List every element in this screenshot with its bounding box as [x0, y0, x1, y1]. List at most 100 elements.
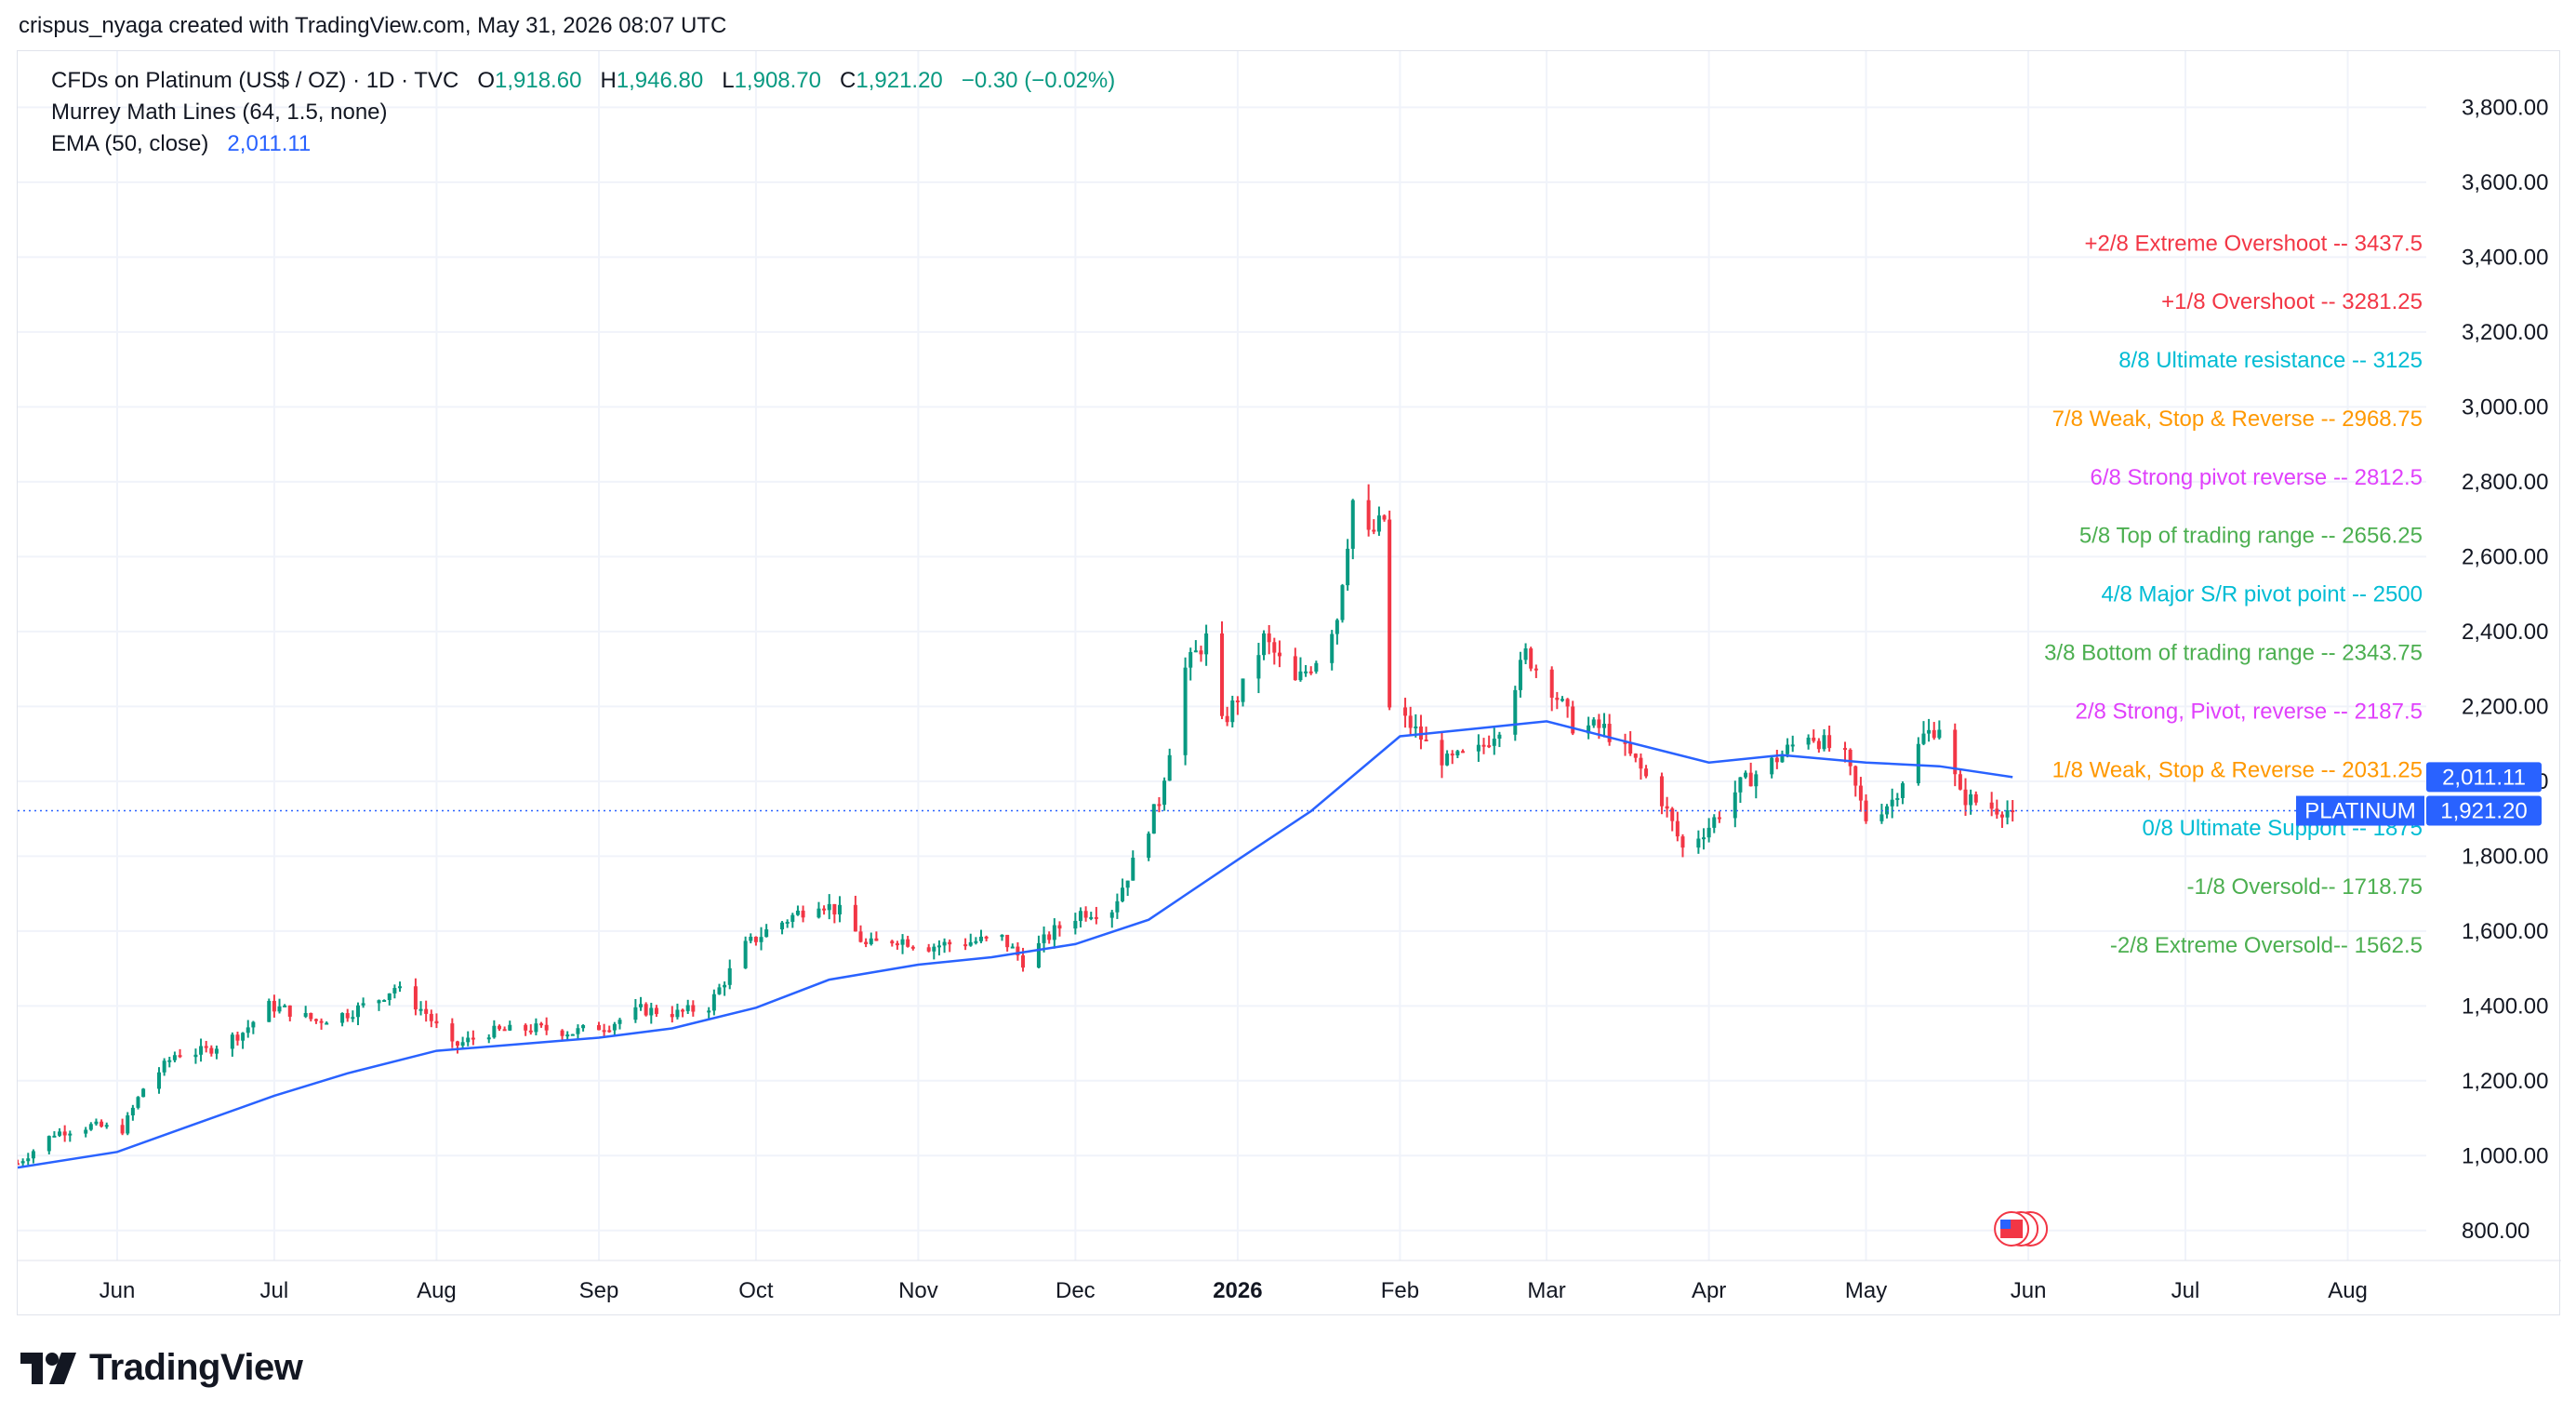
candle-body[interactable] [565, 1034, 570, 1037]
candle-body[interactable] [157, 1072, 162, 1089]
candle-body[interactable] [460, 1042, 465, 1047]
candle-body[interactable] [869, 938, 873, 944]
candle-body[interactable] [1382, 515, 1387, 520]
candle-body[interactable] [1157, 804, 1162, 807]
candle-body[interactable] [1958, 774, 1962, 790]
candle-body[interactable] [1052, 925, 1056, 940]
candle-body[interactable] [617, 1020, 622, 1024]
candle-body[interactable] [1858, 785, 1863, 801]
candle-body[interactable] [62, 1131, 67, 1136]
candle-body[interactable] [1523, 648, 1528, 660]
candle-body[interactable] [1293, 656, 1297, 681]
candle-body[interactable] [1262, 633, 1267, 656]
candle-body[interactable] [1900, 782, 1905, 798]
candle-body[interactable] [1744, 772, 1748, 778]
candle-body[interactable] [1529, 648, 1534, 669]
candle-body[interactable] [230, 1034, 234, 1049]
candle-body[interactable] [68, 1133, 73, 1136]
candle-body[interactable] [534, 1023, 538, 1033]
candle-body[interactable] [351, 1017, 355, 1020]
candle-body[interactable] [1147, 834, 1151, 859]
candle-body[interactable] [1518, 660, 1522, 690]
candle-body[interactable] [340, 1013, 345, 1023]
candle-body[interactable] [199, 1046, 204, 1055]
candle-body[interactable] [801, 910, 805, 918]
candle-body[interactable] [1042, 934, 1046, 943]
candle-body[interactable] [1083, 911, 1088, 918]
candle-body[interactable] [853, 904, 857, 932]
candle-body[interactable] [681, 1009, 685, 1012]
candle-body[interactable] [607, 1030, 612, 1033]
candle-body[interactable] [1549, 669, 1554, 699]
candle-body[interactable] [136, 1097, 140, 1108]
candle-body[interactable] [785, 921, 790, 924]
candle-body[interactable] [1308, 671, 1313, 673]
candle-body[interactable] [303, 1013, 308, 1017]
ema-line[interactable] [18, 720, 2013, 1169]
candle-body[interactable] [466, 1037, 471, 1043]
candle-body[interactable] [1350, 500, 1355, 549]
candle-body[interactable] [1298, 671, 1303, 681]
candle-body[interactable] [685, 1005, 690, 1011]
candle-body[interactable] [764, 929, 769, 938]
candle-body[interactable] [1078, 911, 1082, 921]
candle-body[interactable] [576, 1028, 580, 1034]
candle-body[interactable] [1131, 858, 1135, 881]
candle-body[interactable] [502, 1029, 507, 1032]
candle-body[interactable] [1774, 757, 1779, 763]
candle-body[interactable] [1696, 838, 1701, 848]
candle-body[interactable] [1366, 500, 1371, 530]
candle-body[interactable] [498, 1025, 501, 1030]
candle-body[interactable] [974, 940, 978, 943]
candle-body[interactable] [1497, 734, 1502, 740]
candle-body[interactable] [1089, 916, 1094, 919]
candle-body[interactable] [1372, 529, 1376, 532]
candle-body[interactable] [1334, 620, 1339, 634]
murrey-legend-row[interactable]: Murrey Math Lines (64, 1.5, none) [51, 100, 388, 126]
candle-body[interactable] [691, 1005, 696, 1012]
candle-body[interactable] [1738, 777, 1743, 793]
candle-body[interactable] [471, 1037, 475, 1040]
candle-body[interactable] [979, 936, 983, 941]
candle-body[interactable] [524, 1024, 528, 1031]
candle-body[interactable] [1450, 754, 1454, 756]
candle-body[interactable] [345, 1013, 350, 1019]
candle-body[interactable] [1973, 794, 1978, 803]
candle-body[interactable] [1267, 633, 1271, 643]
candle-body[interactable] [1853, 766, 1858, 786]
candle-body[interactable] [1822, 735, 1826, 750]
candle-body[interactable] [711, 994, 716, 1011]
candle-body[interactable] [1121, 887, 1125, 901]
candle-body[interactable] [1109, 912, 1114, 918]
candle-body[interactable] [267, 1000, 272, 1022]
candle-body[interactable] [1927, 729, 1932, 734]
candle-body[interactable] [1848, 749, 1852, 767]
candle-body[interactable] [1513, 689, 1518, 735]
candle-body[interactable] [1571, 706, 1575, 734]
candle-body[interactable] [1455, 751, 1460, 756]
candle-body[interactable] [1712, 817, 1717, 828]
candle-body[interactable] [1340, 585, 1345, 620]
candle-body[interactable] [429, 1013, 433, 1021]
candle-body[interactable] [377, 1000, 381, 1004]
candle-body[interactable] [204, 1046, 208, 1048]
candle-body[interactable] [654, 1007, 658, 1015]
candle-body[interactable] [361, 1003, 365, 1006]
candle-body[interactable] [560, 1030, 564, 1036]
candle-body[interactable] [130, 1107, 135, 1115]
candle-body[interactable] [1812, 737, 1816, 741]
candle-body[interactable] [1659, 776, 1664, 807]
candle-body[interactable] [1057, 925, 1062, 929]
candle-body[interactable] [492, 1025, 497, 1038]
candle-body[interactable] [1932, 729, 1936, 739]
candle-body[interactable] [1193, 650, 1198, 653]
candle-body[interactable] [1843, 748, 1848, 751]
candle-body[interactable] [581, 1025, 586, 1029]
candle-body[interactable] [644, 1004, 648, 1016]
candle-body[interactable] [1183, 667, 1188, 755]
candle-body[interactable] [193, 1054, 198, 1058]
candle-body[interactable] [817, 908, 821, 918]
candle-body[interactable] [355, 1005, 360, 1018]
candle-body[interactable] [283, 1005, 287, 1007]
candle-body[interactable] [858, 931, 863, 942]
